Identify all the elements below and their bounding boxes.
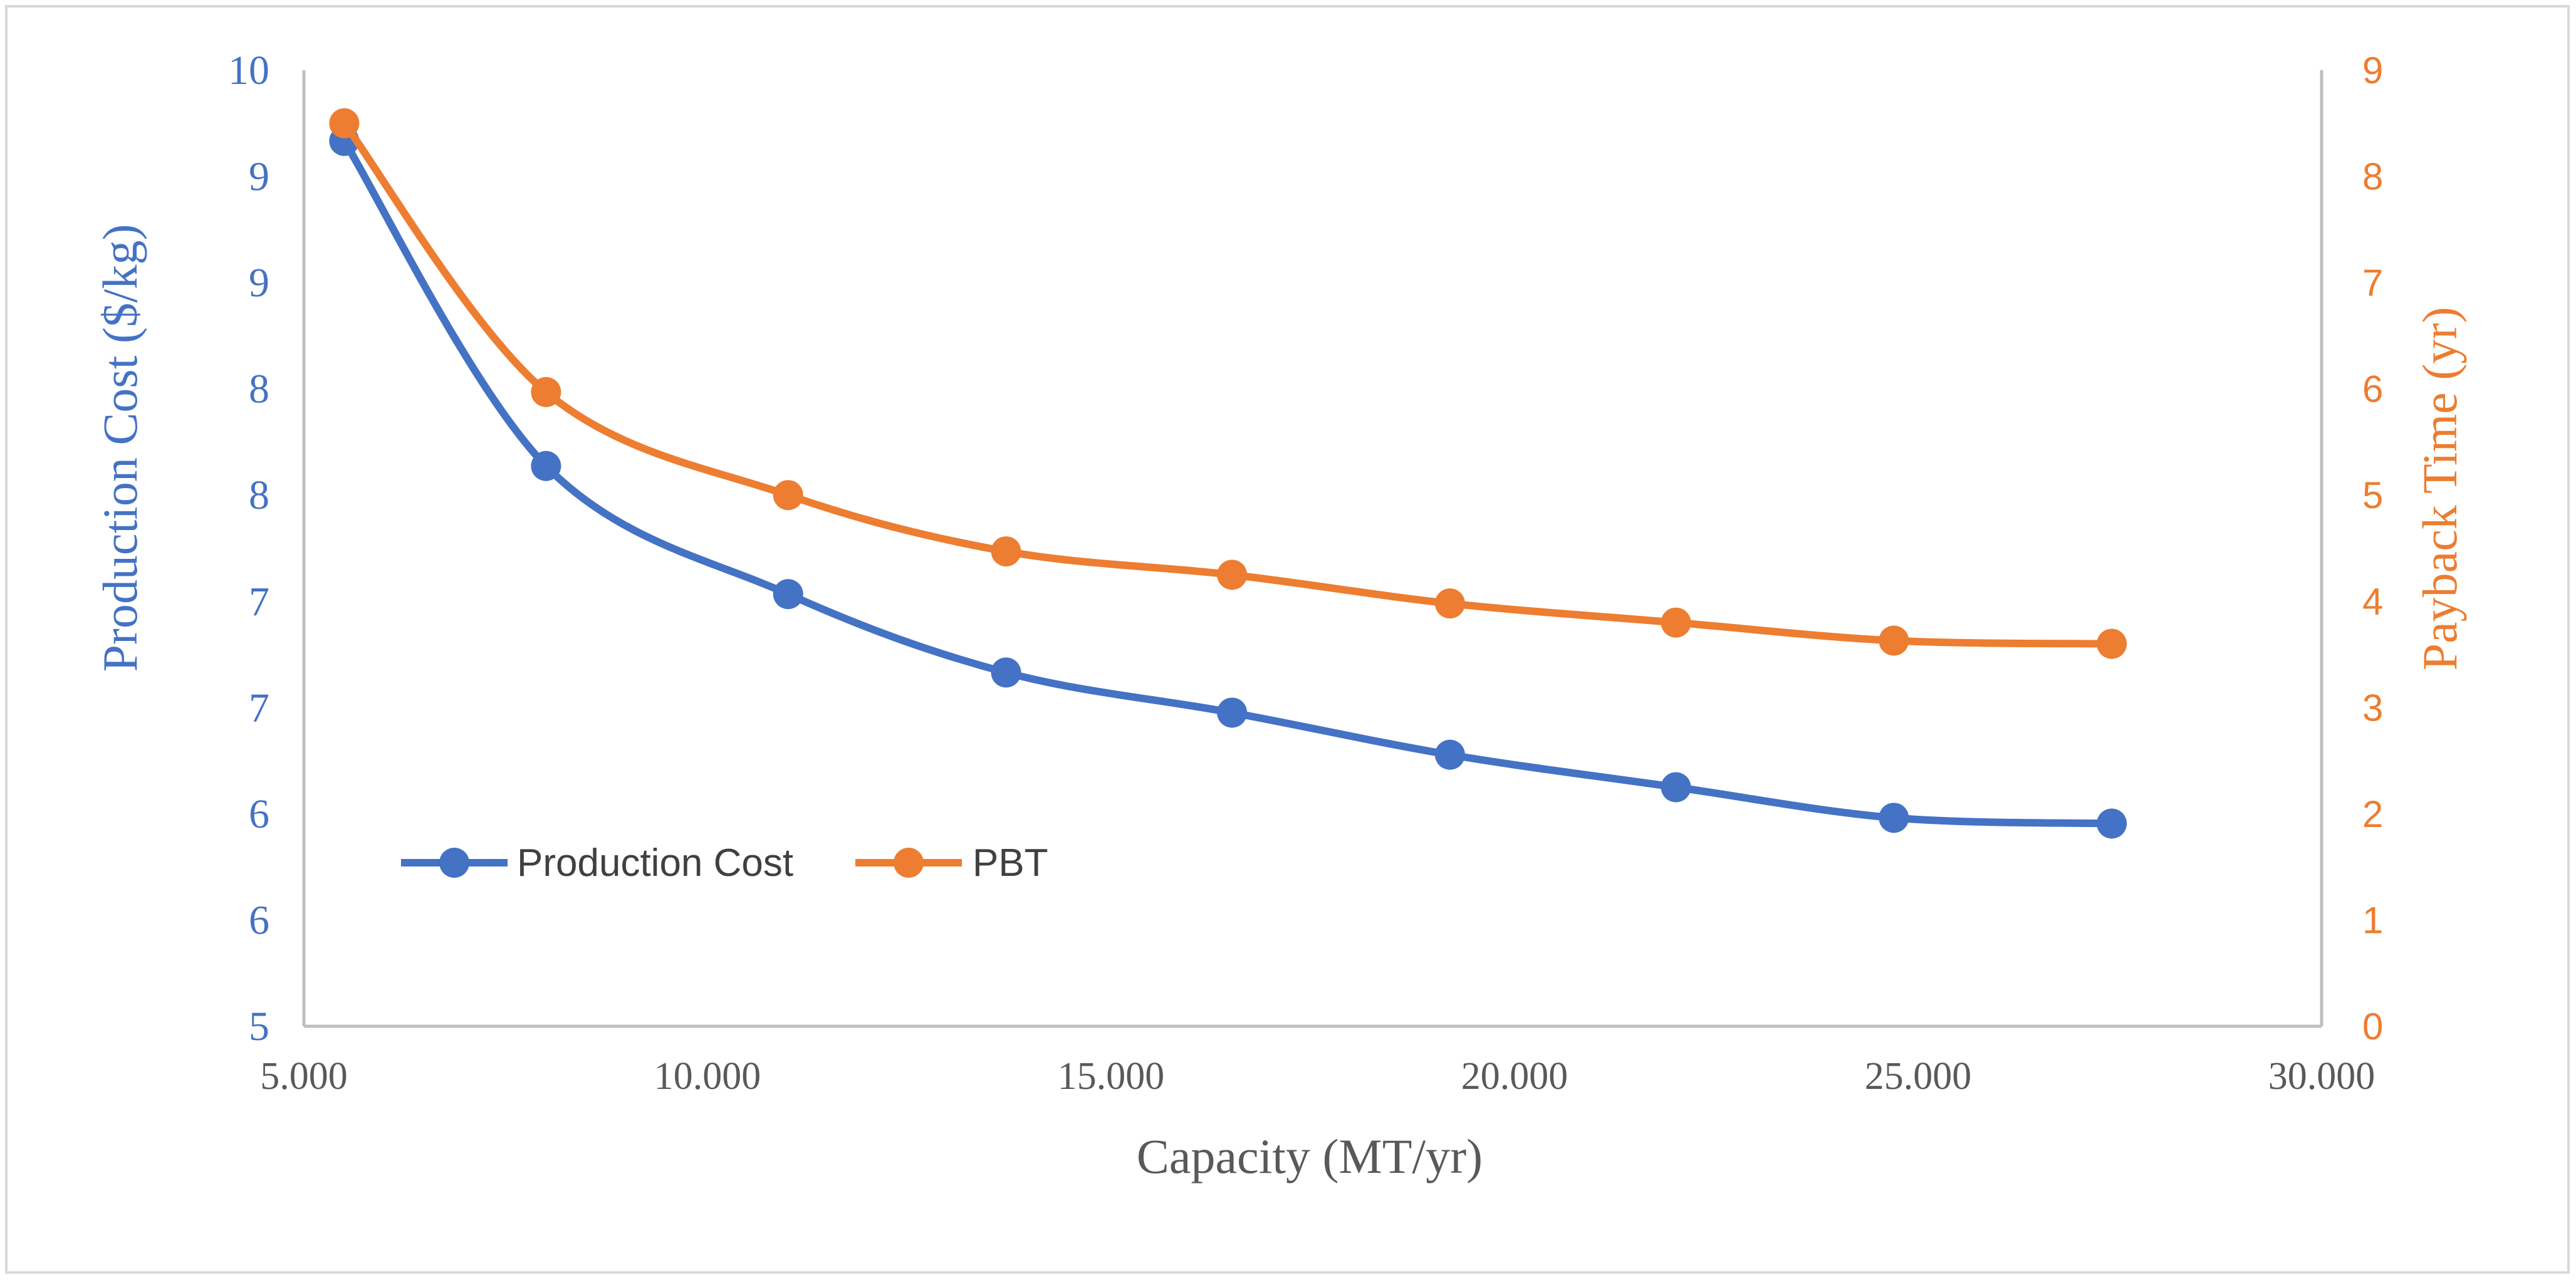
data-point-production-cost [531, 450, 561, 481]
legend-label-pbt: PBT [973, 841, 1048, 885]
data-point-production-cost [1661, 772, 1691, 803]
data-point-pbt [1879, 625, 1909, 656]
data-point-production-cost [2097, 808, 2127, 839]
x-tick-label: 20.000 [1461, 1055, 1568, 1098]
y-tick-label-right: 3 [2362, 687, 2383, 729]
tick-labels: 5 6 6 7 7 8 8 9 9 10 0 1 2 3 4 5 6 7 8 9 5.000 10.000 15.000 20… [228, 48, 2383, 1098]
data-point-pbt [2097, 628, 2127, 659]
y-axis-label-left: Production Cost ($/kg) [93, 224, 147, 672]
x-tick-label: 15.000 [1058, 1055, 1165, 1098]
legend-marker-production-cost [439, 848, 469, 878]
y-tick-label-left: 10 [228, 48, 269, 93]
data-point-pbt [1217, 559, 1248, 590]
series-line-pbt [340, 119, 2116, 648]
y-tick-label-right: 6 [2362, 368, 2383, 410]
y-tick-label-left: 6 [249, 791, 269, 837]
x-tick-label: 5.000 [260, 1055, 348, 1098]
y-tick-label-left: 7 [249, 685, 269, 731]
y-tick-label-left: 6 [249, 897, 269, 943]
data-point-production-cost [773, 579, 803, 610]
y-tick-label-right: 7 [2362, 262, 2383, 304]
y-tick-label-left: 8 [249, 472, 269, 518]
data-point-pbt [329, 108, 360, 138]
y-tick-label-right: 1 [2362, 899, 2383, 941]
y-tick-label-left: 9 [249, 154, 269, 200]
data-point-pbt [531, 377, 561, 407]
y-tick-label-right: 5 [2362, 474, 2383, 516]
data-point-production-cost [1217, 697, 1248, 728]
legend-marker-pbt [894, 848, 924, 878]
y-tick-label-left: 9 [249, 260, 269, 306]
legend-label-production-cost: Production Cost [517, 841, 793, 885]
y-tick-label-left: 5 [249, 1004, 269, 1049]
data-point-pbt [1661, 607, 1691, 638]
y-tick-label-right: 9 [2362, 49, 2383, 91]
y-tick-label-right: 8 [2362, 156, 2383, 198]
axes [302, 70, 2323, 1028]
x-axis-label: Capacity (MT/yr) [1137, 1129, 1483, 1184]
x-tick-label: 25.000 [1865, 1055, 1972, 1098]
data-point-production-cost [1434, 739, 1465, 770]
y-axis-label-right: Payback Time (yr) [2412, 307, 2467, 671]
x-tick-label: 10.000 [654, 1055, 761, 1098]
y-tick-label-right: 4 [2362, 581, 2383, 623]
series-production-cost [329, 125, 2127, 839]
y-tick-label-left: 7 [249, 579, 269, 625]
y-tick-label-right: 2 [2362, 793, 2383, 835]
series-layer [329, 108, 2127, 839]
legend: Production Cost PBT [401, 841, 1048, 885]
x-tick-label: 30.000 [2268, 1055, 2375, 1098]
chart-frame [5, 5, 2570, 1274]
y-tick-label-right: 0 [2362, 1006, 2383, 1048]
data-point-pbt [773, 480, 803, 511]
data-point-pbt [991, 536, 1021, 567]
y-tick-label-left: 8 [249, 367, 269, 412]
data-point-production-cost [1879, 803, 1909, 833]
data-point-pbt [1434, 588, 1465, 619]
data-point-production-cost [991, 657, 1021, 688]
series-line-production-cost [340, 137, 2116, 828]
series-pbt [329, 108, 2127, 659]
